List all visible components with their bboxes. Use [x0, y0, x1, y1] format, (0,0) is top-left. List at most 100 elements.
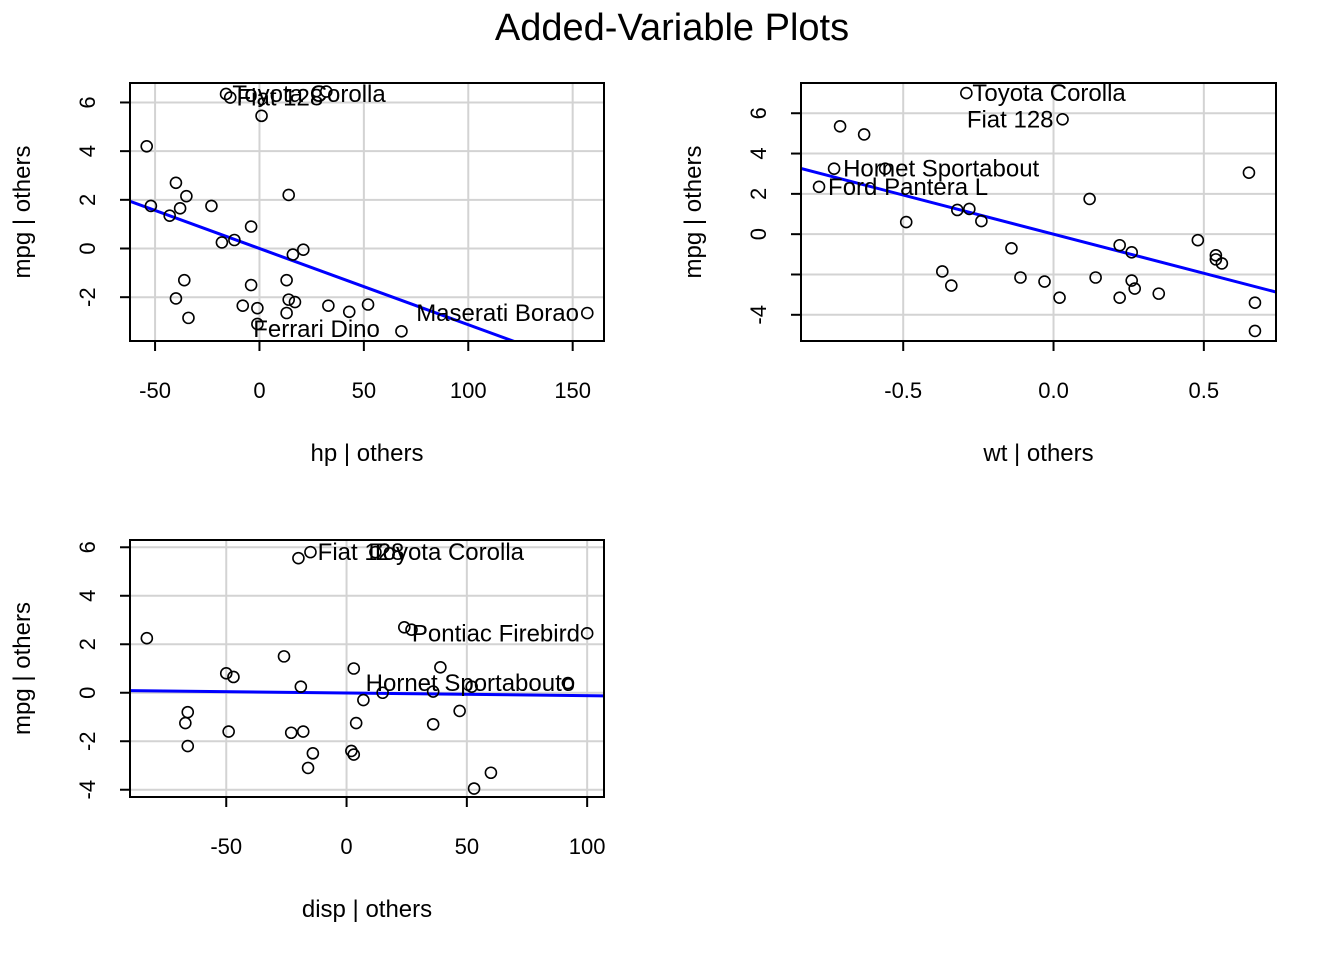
data-point	[301, 761, 315, 775]
grid	[130, 540, 604, 797]
data-point	[1056, 112, 1069, 126]
fit-line	[130, 199, 518, 341]
data-point	[282, 188, 295, 202]
data-point	[1113, 238, 1126, 252]
data-point	[1038, 275, 1051, 288]
data-point	[304, 545, 317, 559]
data-point	[140, 139, 154, 153]
y-tick-label: 2	[75, 638, 100, 650]
data-point	[1125, 274, 1138, 287]
data-point	[219, 667, 233, 680]
data-point	[169, 176, 183, 190]
data-point	[294, 680, 308, 693]
data-point	[945, 279, 958, 292]
y-tick-label: 4	[746, 147, 771, 159]
x-tick-label: 0	[340, 834, 352, 859]
data-point	[899, 215, 913, 229]
data-point	[227, 670, 240, 684]
y-tick-label: 4	[75, 590, 100, 602]
data-point	[177, 273, 191, 287]
data-point	[288, 295, 302, 309]
data-point	[857, 128, 871, 141]
x-axis: -50 0 50 100 150	[139, 340, 591, 403]
x-tick-label: 150	[554, 378, 591, 403]
data-point	[827, 162, 841, 175]
data-point	[369, 545, 382, 559]
point-label: Fiat 128	[236, 85, 323, 112]
y-axis: -4 -2 0 2 4 6	[75, 541, 131, 800]
y-tick-label: -2	[75, 731, 100, 751]
data-point	[580, 627, 594, 640]
data-point	[484, 766, 498, 780]
x-tick-label: 100	[450, 378, 487, 403]
data-point	[251, 317, 264, 331]
data-point	[1053, 291, 1066, 304]
data-point	[228, 233, 241, 247]
data-point	[297, 243, 310, 257]
x-tick-label: 50	[455, 834, 479, 859]
grid	[801, 83, 1276, 341]
y-tick-label: 2	[746, 188, 771, 200]
data-point	[1128, 282, 1142, 295]
y-tick-label: 4	[75, 145, 100, 157]
data-point	[453, 704, 466, 718]
y-axis-title: mpg | others	[9, 146, 36, 279]
data-point	[296, 725, 310, 738]
points	[140, 85, 594, 338]
data-point	[163, 209, 176, 222]
y-tick-label: 0	[75, 687, 100, 699]
data-point	[349, 716, 363, 730]
data-point	[1152, 287, 1166, 300]
points	[812, 86, 1262, 338]
point-label: Toyota Corolla	[371, 539, 525, 566]
data-point	[286, 248, 300, 261]
data-point	[833, 120, 847, 133]
x-tick-label: 100	[569, 834, 606, 859]
y-tick-label: 6	[75, 96, 100, 108]
data-point	[561, 676, 575, 690]
data-point	[580, 306, 594, 320]
data-point	[1248, 324, 1262, 338]
x-tick-label: 0	[253, 378, 265, 403]
point-label: Hornet Sportabouto	[366, 670, 575, 697]
x-tick-label: -0.5	[884, 378, 922, 403]
data-point	[395, 324, 408, 338]
data-point	[347, 748, 361, 761]
x-axis: -50 0 50 100	[210, 796, 606, 859]
data-point	[181, 705, 195, 719]
point-label: Ford Pantera L	[828, 174, 988, 201]
data-point	[878, 162, 892, 175]
data-point	[465, 680, 478, 693]
data-point	[935, 265, 949, 278]
data-point	[951, 203, 964, 217]
data-point	[467, 782, 481, 795]
y-axis-title: mpg | others	[680, 146, 707, 279]
data-point	[347, 662, 361, 675]
y-tick-label: 6	[75, 541, 100, 553]
data-point	[244, 278, 258, 292]
x-tick-label: 0.5	[1189, 378, 1220, 403]
y-axis-title: mpg | others	[9, 602, 36, 735]
data-point	[215, 236, 229, 249]
data-point	[376, 686, 389, 700]
y-tick-label: -2	[75, 287, 100, 307]
data-point	[282, 293, 295, 306]
point-label: Pontiac Firebird	[412, 620, 580, 647]
data-point	[426, 685, 440, 698]
data-point	[1113, 291, 1126, 304]
data-point	[975, 214, 988, 228]
data-point	[1125, 246, 1138, 259]
point-label: Toyota Corolla	[232, 81, 386, 108]
data-point	[205, 199, 218, 213]
y-tick-label: -4	[746, 305, 771, 325]
data-point	[255, 109, 268, 123]
x-axis-title: hp | others	[311, 440, 424, 467]
data-point	[222, 725, 235, 738]
points	[140, 545, 594, 795]
figure-title: Added-Variable Plots	[495, 7, 849, 49]
data-point	[173, 202, 187, 215]
data-point	[251, 301, 264, 315]
data-point	[1215, 257, 1229, 270]
